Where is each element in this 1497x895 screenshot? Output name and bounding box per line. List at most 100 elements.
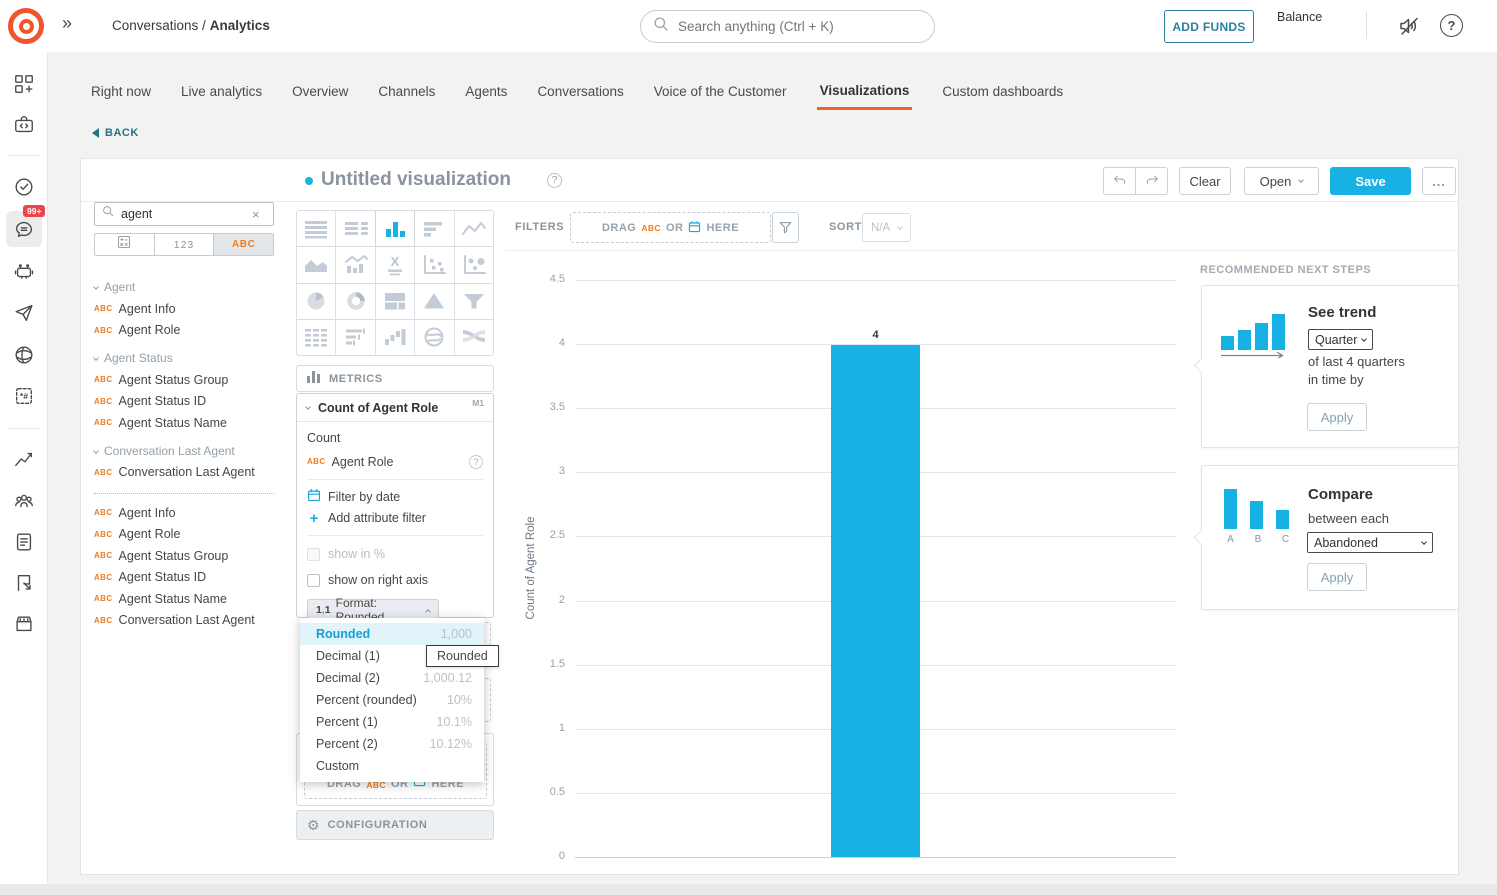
bar-series-count-of-agent-role[interactable] <box>831 345 920 857</box>
serial-codes-icon[interactable]: *# <box>13 385 35 412</box>
tab-agents[interactable]: Agents <box>465 84 508 99</box>
save-button[interactable]: Save <box>1330 167 1411 195</box>
viz-type-pie[interactable] <box>297 283 336 319</box>
catalog-item[interactable]: ABC Agent Role <box>94 323 181 338</box>
metric-aggregation[interactable]: Count <box>307 431 341 445</box>
catalog-item[interactable]: ABC Agent Status Name <box>94 415 227 430</box>
filter-icon-button[interactable] <box>772 212 799 243</box>
global-search[interactable] <box>640 10 935 43</box>
viz-type-line[interactable] <box>454 211 493 247</box>
viz-type-table-tags[interactable] <box>336 211 375 247</box>
compare-apply-button[interactable]: Apply <box>1307 563 1367 591</box>
checkout-icon[interactable] <box>13 572 35 599</box>
tab-channels[interactable]: Channels <box>378 84 436 99</box>
goals-icon[interactable] <box>13 176 35 203</box>
catalog-search-input[interactable] <box>121 207 246 221</box>
viz-type-bubble[interactable] <box>454 247 493 283</box>
add-attribute-filter-row[interactable]: + Add attribute filter <box>307 507 483 529</box>
title-help-icon[interactable]: ? <box>547 173 562 188</box>
catalog-item[interactable]: ABC Agent Info <box>94 301 176 316</box>
catalog-group-agent[interactable]: Agent <box>93 276 274 298</box>
web-icon[interactable] <box>13 344 35 371</box>
metric-card-header[interactable]: Count of Agent Role M1 <box>297 394 493 422</box>
viz-type-donut[interactable] <box>336 283 375 319</box>
tab-visualizations[interactable]: Visualizations <box>816 73 913 110</box>
catalog-item[interactable]: ABC Agent Status ID <box>94 570 207 585</box>
format-option-percent-2[interactable]: Percent (2) 10.12% <box>316 737 472 751</box>
viz-type-sankey[interactable] <box>454 319 493 355</box>
app-logo[interactable] <box>8 8 44 44</box>
metrics-section-header[interactable]: METRICS <box>296 365 494 392</box>
redo-button[interactable] <box>1135 167 1168 195</box>
metric-help-icon[interactable]: ? <box>469 454 483 469</box>
trend-granularity-select[interactable]: Quarter <box>1308 329 1373 350</box>
breadcrumb-section[interactable]: Conversations / <box>112 18 206 33</box>
catalog-tab-text[interactable]: ABC <box>214 234 273 255</box>
compare-attribute-select[interactable]: Abandoned <box>1307 532 1433 553</box>
store-icon[interactable] <box>13 613 35 640</box>
viz-type-table[interactable] <box>297 211 336 247</box>
catalog-item[interactable]: ABC Agent Status Group <box>94 372 229 387</box>
catalog-item[interactable]: ABC Conversation Last Agent <box>94 465 255 480</box>
catalog-item[interactable]: ABC Agent Status Name <box>94 591 227 606</box>
back-button[interactable]: BACK <box>92 127 139 139</box>
catalog-tab-numeric[interactable]: 123 <box>154 234 215 255</box>
more-options-button[interactable]: ... <box>1422 167 1456 195</box>
tab-conversations[interactable]: Conversations <box>537 84 624 99</box>
clear-button[interactable]: Clear <box>1179 167 1231 195</box>
undo-button[interactable] <box>1103 167 1136 195</box>
viz-type-headline[interactable]: X <box>375 247 415 283</box>
knowledge-base-icon[interactable] <box>13 531 35 558</box>
viz-type-geo[interactable] <box>415 319 454 355</box>
tab-right-now[interactable]: Right now <box>91 84 152 99</box>
balance-label[interactable]: Balance <box>1277 10 1323 24</box>
show-on-right-axis-row[interactable]: show on right axis <box>307 570 483 590</box>
see-trend-apply-button[interactable]: Apply <box>1307 403 1367 431</box>
collapse-sidebar-icon[interactable]: » <box>62 13 73 33</box>
catalog-item[interactable]: ABC Conversation Last Agent <box>94 613 255 628</box>
catalog-item[interactable]: ABC Agent Status ID <box>94 394 207 409</box>
campaigns-icon[interactable] <box>13 302 35 329</box>
analytics-icon[interactable] <box>13 448 35 475</box>
tab-overview[interactable]: Overview <box>292 84 349 99</box>
clear-search-icon[interactable]: × <box>252 206 260 222</box>
customers-icon[interactable] <box>13 490 35 517</box>
viz-type-column[interactable] <box>374 211 416 248</box>
catalog-search[interactable]: × <box>94 202 274 226</box>
apps-plus-icon[interactable] <box>13 73 35 100</box>
catalog-group-conversation-last-agent[interactable]: Conversation Last Agent <box>93 440 274 462</box>
configuration-section-header[interactable]: ⚙ CONFIGURATION <box>296 810 494 840</box>
catalog-item[interactable]: ABC Agent Info <box>94 505 176 520</box>
tab-live-analytics[interactable]: Live analytics <box>181 84 263 99</box>
add-funds-button[interactable]: ADD FUNDS <box>1164 10 1254 43</box>
mute-icon[interactable] <box>1397 14 1421 43</box>
viz-type-pivot-table[interactable] <box>297 319 336 355</box>
viz-type-waterfall[interactable] <box>375 319 415 355</box>
viz-type-area[interactable] <box>297 247 336 283</box>
viz-type-pyramid[interactable] <box>415 283 454 319</box>
viz-type-scatter[interactable] <box>415 247 454 283</box>
tab-voice-of-the-customer[interactable]: Voice of the Customer <box>653 84 787 99</box>
sidebar-item-conversations[interactable]: 99+ <box>6 205 46 247</box>
catalog-tab-all[interactable] <box>95 234 155 255</box>
tab-custom-dashboards[interactable]: Custom dashboards <box>942 84 1064 99</box>
format-option-custom[interactable]: Custom <box>316 759 360 773</box>
filter-by-date-row[interactable]: Filter by date <box>307 487 483 507</box>
help-icon[interactable]: ? <box>1440 14 1463 37</box>
format-option-rounded[interactable]: Rounded 1,000 <box>300 623 484 645</box>
metric-attribute-row[interactable]: ABC Agent Role ? <box>307 451 483 472</box>
viz-type-funnel[interactable] <box>454 283 493 319</box>
integrations-icon[interactable] <box>13 114 35 141</box>
format-option-decimal-1[interactable]: Decimal (1) <box>316 649 380 663</box>
viz-type-treemap[interactable] <box>375 283 415 319</box>
horizontal-scrollbar[interactable] <box>0 884 1497 895</box>
format-option-percent-rounded[interactable]: Percent (rounded) 10% <box>316 693 472 707</box>
format-option-decimal-2[interactable]: Decimal (2) 1,000.12 <box>316 671 472 685</box>
filters-dropzone[interactable]: DRAG ABC OR HERE <box>570 212 771 243</box>
open-button[interactable]: Open <box>1244 167 1319 195</box>
catalog-item[interactable]: ABC Agent Status Group <box>94 548 229 563</box>
automation-icon[interactable] <box>13 260 35 287</box>
catalog-item[interactable]: ABC Agent Role <box>94 527 181 542</box>
viz-type-bar[interactable] <box>415 211 454 247</box>
show-on-right-axis-checkbox[interactable] <box>307 573 320 587</box>
